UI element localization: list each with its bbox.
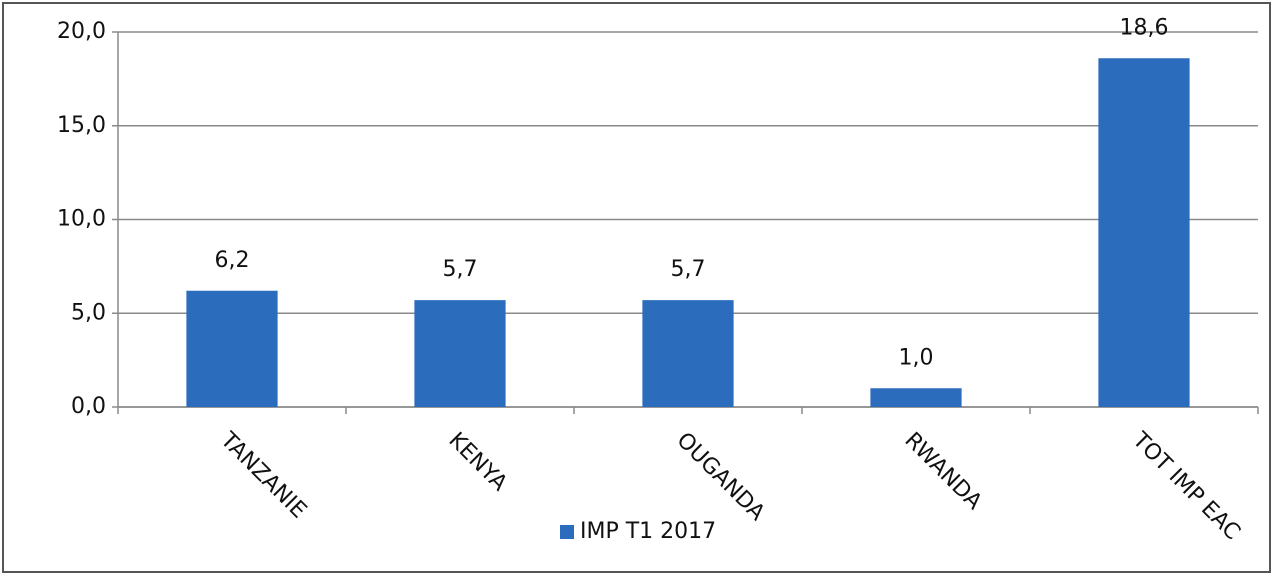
data-label: 18,6	[1120, 15, 1169, 40]
data-label: 1,0	[899, 345, 934, 370]
bar	[186, 290, 278, 407]
y-tick-label: 0,0	[71, 394, 106, 419]
legend-label: IMP T1 2017	[580, 519, 716, 544]
x-tick-label: OUGANDA	[672, 428, 770, 526]
bar	[870, 388, 962, 407]
bar	[414, 300, 506, 407]
x-tick-label: TANZANIE	[215, 427, 311, 523]
legend-swatch	[560, 525, 574, 539]
data-label: 5,7	[671, 257, 706, 282]
data-label: 5,7	[443, 257, 478, 282]
y-tick-label: 5,0	[71, 300, 106, 325]
x-tick-label: RWANDA	[900, 428, 987, 515]
x-tick-label: TOT IMP EAC	[1127, 427, 1245, 545]
bar	[642, 300, 734, 407]
y-tick-label: 15,0	[57, 113, 106, 138]
data-label: 6,2	[215, 248, 250, 273]
y-tick-label: 20,0	[57, 19, 106, 44]
y-tick-label: 10,0	[57, 207, 106, 232]
x-tick-label: KENYA	[444, 428, 512, 496]
bar	[1098, 58, 1190, 407]
